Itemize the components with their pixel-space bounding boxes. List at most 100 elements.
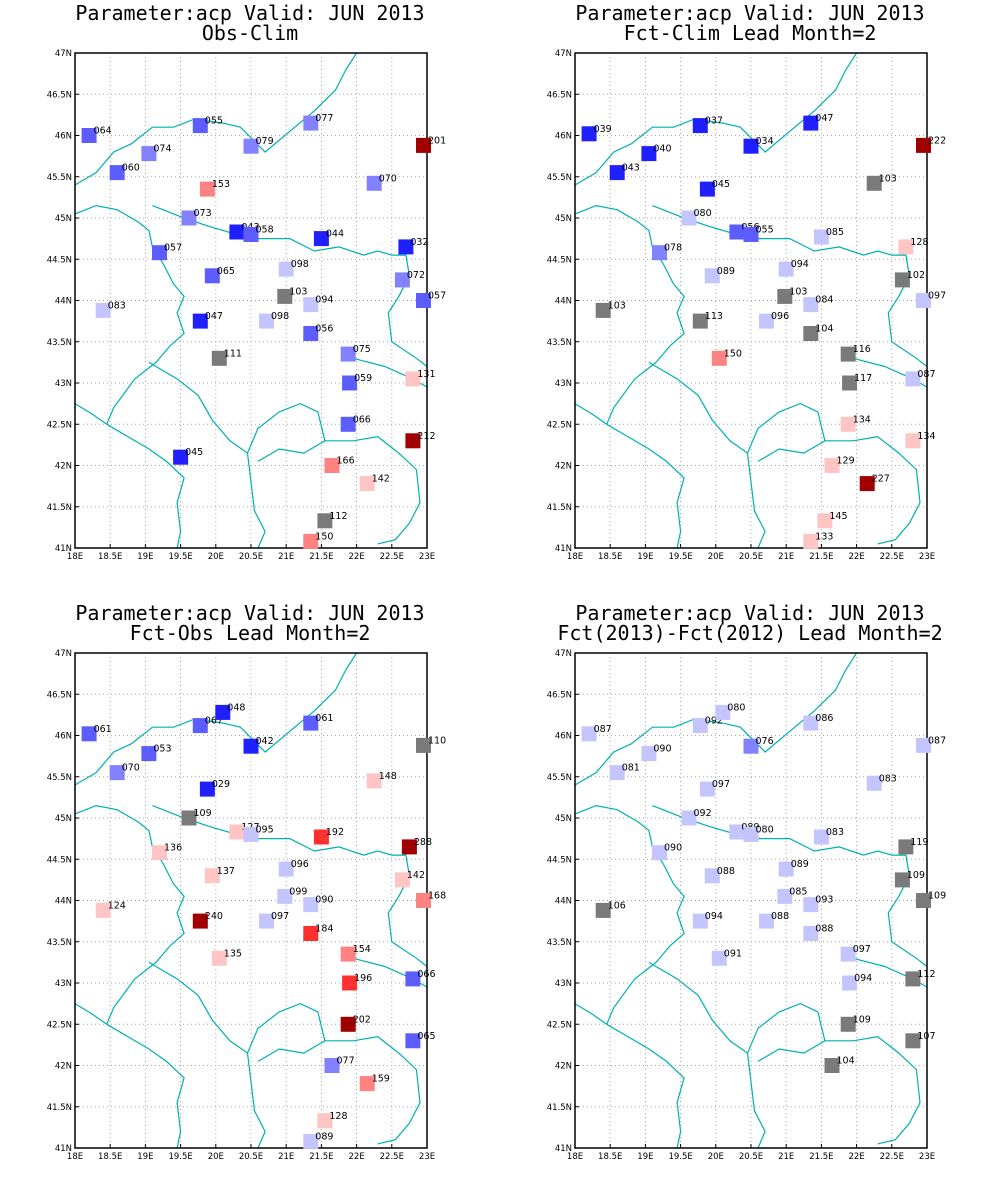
station-marker: [803, 897, 819, 913]
station-marker: [173, 449, 189, 465]
station-value-label: 093: [815, 895, 833, 906]
station-value-label: 107: [917, 1031, 935, 1042]
station-value-label: 081: [622, 763, 640, 774]
station-value-label: 085: [826, 227, 844, 238]
y-tick-label: 41.5N: [47, 1103, 72, 1113]
station-value-label: 097: [712, 779, 730, 790]
station-value-label: 080: [694, 208, 712, 219]
station-marker: [595, 902, 611, 918]
station-value-label: 080: [756, 825, 774, 836]
station-value-label: 119: [910, 837, 928, 848]
station-marker: [416, 293, 431, 308]
station-value-label: 048: [227, 702, 245, 713]
station-value-label: 124: [108, 900, 126, 911]
station-value-label: 110: [428, 735, 446, 746]
station-marker: [95, 302, 111, 318]
x-tick-label: 21E: [778, 1152, 794, 1162]
border-line: [106, 423, 185, 549]
station-value-label: 066: [353, 414, 371, 425]
x-tick-label: 23E: [919, 1152, 935, 1162]
station-marker: [152, 245, 167, 261]
station-marker: [204, 268, 220, 284]
station-marker: [817, 513, 833, 529]
border-line: [757, 435, 921, 545]
y-tick-label: 46N: [555, 732, 572, 742]
station-value-label: 075: [353, 344, 371, 355]
x-tick-label: 23E: [419, 552, 435, 562]
station-marker: [229, 224, 245, 240]
station-value-label: 222: [928, 135, 946, 146]
station-value-label: 053: [153, 744, 171, 755]
station-marker: [699, 181, 715, 197]
station-marker: [681, 210, 697, 226]
station-marker: [916, 293, 931, 308]
station-value-label: 202: [353, 1014, 371, 1025]
border-line: [606, 1023, 685, 1149]
station-value-label: 034: [756, 136, 774, 147]
station-value-label: 066: [417, 969, 435, 980]
station-value-label: 103: [608, 300, 626, 311]
station-marker: [303, 1133, 319, 1149]
y-tick-label: 44.5N: [547, 855, 572, 865]
x-tick-label: 20E: [208, 1152, 224, 1162]
station-marker: [303, 897, 319, 913]
station-value-label: 128: [910, 237, 928, 248]
station-marker: [652, 845, 667, 861]
station-value-label: 133: [815, 531, 833, 542]
y-tick-label: 47N: [555, 649, 572, 659]
map-panel-obs-clim: Parameter:acp Valid: JUN 2013 Obs-Clim 1…: [0, 0, 500, 600]
station-value-label: 061: [315, 713, 333, 724]
station-marker: [259, 313, 274, 329]
station-marker: [840, 346, 856, 362]
station-marker: [715, 704, 731, 720]
station-marker: [866, 175, 882, 191]
x-tick-label: 21.5E: [809, 1152, 833, 1162]
station-marker: [866, 775, 882, 791]
x-tick-label: 20E: [208, 552, 224, 562]
station-value-label: 112: [329, 511, 347, 522]
station-marker: [313, 231, 329, 247]
border-line: [148, 961, 326, 1055]
station-marker: [243, 738, 259, 754]
x-tick-label: 22E: [349, 1152, 365, 1162]
station-value-label: 067: [205, 716, 223, 727]
station-map: 18E 18.5E 19E 19.5E 20E 20.5E 21E 21.5E 22E 22.5E…: [47, 649, 446, 1162]
station-marker: [609, 765, 625, 781]
y-tick-label: 41.5N: [547, 503, 572, 513]
station-marker: [692, 913, 708, 929]
station-value-label: 096: [771, 311, 789, 322]
station-value-label: 112: [917, 969, 935, 980]
panel-title: Parameter:acp Valid: JUN 2013: [575, 1, 925, 25]
station-marker: [366, 773, 382, 789]
x-tick-label: 23E: [419, 1152, 435, 1162]
y-tick-label: 46N: [55, 132, 72, 142]
station-marker: [916, 137, 931, 153]
stations: 0390430400370340472220451030800560550851…: [581, 113, 946, 549]
station-value-label: 154: [353, 944, 371, 955]
panel-title: Parameter:acp Valid: JUN 2013: [75, 601, 425, 625]
y-tick-label: 45N: [555, 214, 572, 224]
station-value-label: 088: [717, 866, 735, 877]
station-marker: [199, 181, 215, 197]
y-tick-label: 41N: [555, 1144, 572, 1154]
station-value-label: 134: [917, 431, 935, 442]
y-tick-label: 41.5N: [547, 1103, 572, 1113]
station-marker: [95, 902, 111, 918]
station-value-label: 088: [771, 911, 789, 922]
station-value-label: 057: [164, 243, 182, 254]
station-value-label: 145: [829, 511, 847, 522]
y-tick-label: 42N: [55, 1062, 72, 1072]
border-line: [74, 1003, 108, 1025]
station-marker: [692, 118, 708, 134]
x-tick-label: 18E: [67, 1152, 83, 1162]
border-line: [746, 1053, 766, 1149]
station-marker: [152, 845, 167, 861]
station-marker: [778, 861, 794, 877]
station-value-label: 097: [853, 944, 871, 955]
station-marker: [416, 893, 431, 908]
station-marker: [324, 1058, 340, 1073]
y-tick-label: 43.5N: [47, 938, 72, 948]
station-marker: [905, 971, 921, 987]
station-marker: [609, 165, 625, 181]
station-marker: [259, 913, 274, 929]
